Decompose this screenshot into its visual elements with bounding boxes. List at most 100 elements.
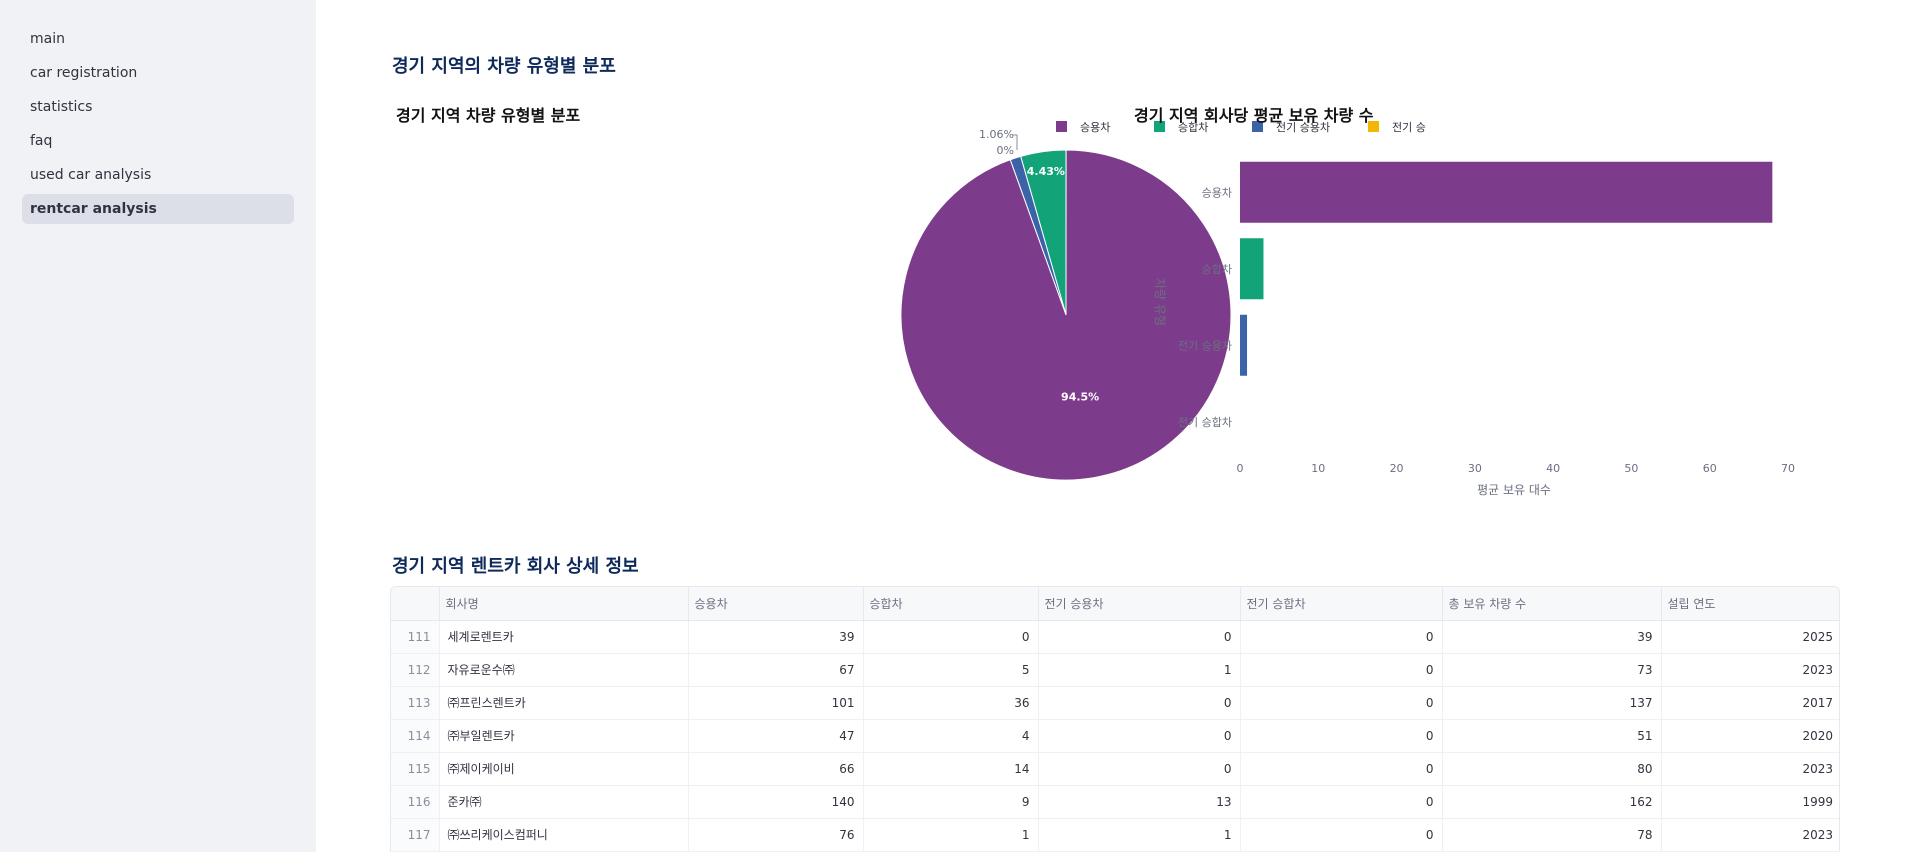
column-header-index[interactable] (391, 587, 440, 621)
x-tick-label: 30 (1468, 462, 1482, 475)
pie-data-label: 4.43% (1027, 165, 1065, 178)
pie-data-label: 94.5% (1061, 390, 1099, 403)
sidebar-item-car-registration[interactable]: car registration (30, 65, 138, 81)
cell-founded[interactable]: 2017 (1661, 686, 1839, 720)
column-header-ev-van[interactable]: 전기 승합차 (1240, 587, 1443, 621)
cell-total[interactable]: 80 (1442, 752, 1662, 786)
pie-data-label: 0% (997, 144, 1014, 157)
cell-founded[interactable]: 2023 (1661, 752, 1839, 786)
cell-founded[interactable]: 2025 (1661, 620, 1839, 654)
sidebar-item-used-car-analysis[interactable]: used car analysis (30, 167, 152, 183)
table-row[interactable]: 113 ㈜프린스렌트카 101 36 0 0 137 2017 (391, 686, 1839, 720)
table-row[interactable]: 111 세계로렌트카 39 0 0 0 39 2025 (391, 620, 1839, 654)
cell-passenger[interactable]: 140 (688, 785, 864, 819)
pie-data-label: 1.06% (979, 128, 1014, 141)
cell-index[interactable]: 114 (391, 719, 440, 753)
cell-total[interactable]: 39 (1442, 620, 1662, 654)
cell-index[interactable]: 115 (391, 752, 440, 786)
table-row[interactable]: 116 준카㈜ 140 9 13 0 162 1999 (391, 785, 1839, 819)
cell-founded[interactable]: 1999 (1661, 785, 1839, 819)
cell-index[interactable]: 113 (391, 686, 440, 720)
cell-ev-van[interactable]: 0 (1240, 686, 1443, 720)
cell-total[interactable]: 162 (1442, 785, 1662, 819)
cell-ev-van[interactable]: 0 (1240, 719, 1443, 753)
cell-passenger[interactable]: 66 (688, 752, 864, 786)
sidebar-item-faq[interactable]: faq (30, 133, 53, 149)
cell-ev-passenger[interactable]: 0 (1038, 686, 1241, 720)
legend-label[interactable]: 전기 승용차 (1276, 121, 1330, 134)
cell-ev-van[interactable]: 0 (1240, 785, 1443, 819)
legend-label[interactable]: 승합차 (1178, 121, 1208, 134)
company-table[interactable]: 회사명 승용차 승합차 전기 승용차 전기 승합차 총 보유 차량 수 설립 연… (390, 586, 1840, 852)
cell-index[interactable]: 117 (391, 818, 440, 852)
x-axis-label: 평균 보유 대수 (1477, 483, 1551, 497)
cell-total[interactable]: 78 (1442, 818, 1662, 852)
cell-ev-passenger[interactable]: 0 (1038, 719, 1241, 753)
cell-ev-passenger[interactable]: 0 (1038, 620, 1241, 654)
cell-index[interactable]: 111 (391, 620, 440, 654)
cell-company[interactable]: 자유로운수㈜ (439, 653, 689, 687)
bar[interactable] (1240, 314, 1248, 376)
cell-van[interactable]: 4 (863, 719, 1039, 753)
cell-total[interactable]: 73 (1442, 653, 1662, 687)
cell-company[interactable]: ㈜쓰리케이스컴퍼니 (439, 818, 689, 852)
cell-company[interactable]: 준카㈜ (439, 785, 689, 819)
legend-label[interactable]: 승용차 (1080, 121, 1110, 134)
column-header-ev-passenger[interactable]: 전기 승용차 (1038, 587, 1241, 621)
x-tick-label: 20 (1390, 462, 1404, 475)
cell-van[interactable]: 5 (863, 653, 1039, 687)
column-header-total[interactable]: 총 보유 차량 수 (1442, 587, 1662, 621)
bar[interactable] (1240, 238, 1264, 300)
bar[interactable] (1240, 161, 1773, 223)
cell-ev-van[interactable]: 0 (1240, 752, 1443, 786)
sidebar-nav: main car registration statistics faq use… (22, 24, 294, 228)
table-row[interactable]: 115 ㈜제이케이비 66 14 0 0 80 2023 (391, 752, 1839, 786)
cell-ev-passenger[interactable]: 13 (1038, 785, 1241, 819)
cell-van[interactable]: 14 (863, 752, 1039, 786)
cell-ev-van[interactable]: 0 (1240, 653, 1443, 687)
cell-founded[interactable]: 2023 (1661, 818, 1839, 852)
cell-passenger[interactable]: 101 (688, 686, 864, 720)
section-title-company-details: 경기 지역 렌트카 회사 상세 정보 (392, 556, 639, 577)
column-header-founded[interactable]: 설립 연도 (1661, 587, 1839, 621)
cell-passenger[interactable]: 67 (688, 653, 864, 687)
cell-passenger[interactable]: 39 (688, 620, 864, 654)
table-row[interactable]: 112 자유로운수㈜ 67 5 1 0 73 2023 (391, 653, 1839, 687)
sidebar-item-rentcar-analysis[interactable]: rentcar analysis (22, 194, 294, 224)
cell-ev-van[interactable]: 0 (1240, 818, 1443, 852)
pie-leader-line (1013, 134, 1018, 150)
legend-label[interactable]: 전기 승합차 (1392, 121, 1426, 134)
cell-ev-passenger[interactable]: 0 (1038, 752, 1241, 786)
sidebar-item-statistics[interactable]: statistics (30, 99, 93, 115)
cell-ev-passenger[interactable]: 1 (1038, 818, 1241, 852)
cell-van[interactable]: 9 (863, 785, 1039, 819)
cell-van[interactable]: 1 (863, 818, 1039, 852)
cell-company[interactable]: ㈜부일렌트카 (439, 719, 689, 753)
cell-company[interactable]: 세계로렌트카 (439, 620, 689, 654)
cell-van[interactable]: 36 (863, 686, 1039, 720)
cell-total[interactable]: 137 (1442, 686, 1662, 720)
cell-total[interactable]: 51 (1442, 719, 1662, 753)
cell-ev-passenger[interactable]: 1 (1038, 653, 1241, 687)
cell-founded[interactable]: 2023 (1661, 653, 1839, 687)
cell-index[interactable]: 112 (391, 653, 440, 687)
x-tick-label: 60 (1703, 462, 1717, 475)
cell-company[interactable]: ㈜프린스렌트카 (439, 686, 689, 720)
x-tick-label: 0 (1237, 462, 1244, 475)
column-header-company[interactable]: 회사명 (439, 587, 689, 621)
column-header-van[interactable]: 승합차 (863, 587, 1039, 621)
sidebar-item-main[interactable]: main (30, 31, 65, 47)
column-header-passenger[interactable]: 승용차 (688, 587, 864, 621)
cell-index[interactable]: 116 (391, 785, 440, 819)
legend-swatch (1252, 121, 1263, 132)
cell-founded[interactable]: 2020 (1661, 719, 1839, 753)
cell-ev-van[interactable]: 0 (1240, 620, 1443, 654)
cell-van[interactable]: 0 (863, 620, 1039, 654)
cell-passenger[interactable]: 76 (688, 818, 864, 852)
cell-passenger[interactable]: 47 (688, 719, 864, 753)
y-tick-label: 승용차 (1202, 186, 1232, 199)
table-row[interactable]: 117 ㈜쓰리케이스컴퍼니 76 1 1 0 78 2023 (391, 818, 1839, 852)
table-row[interactable]: 114 ㈜부일렌트카 47 4 0 0 51 2020 (391, 719, 1839, 753)
cell-company[interactable]: ㈜제이케이비 (439, 752, 689, 786)
pie-slice[interactable] (900, 149, 1232, 481)
